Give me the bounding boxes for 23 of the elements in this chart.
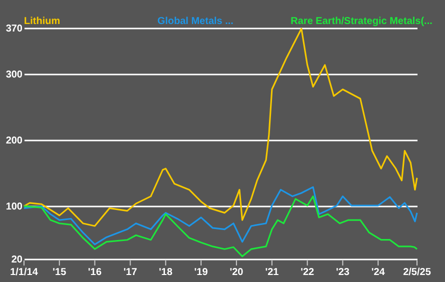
y-tick-label: 100 bbox=[6, 202, 23, 213]
x-tick-label: 2/5/25 bbox=[403, 267, 432, 278]
text: Rare Earth/Strategic Metals(... bbox=[290, 16, 433, 27]
line-series bbox=[23, 186, 418, 246]
x-tick-label: 1/1/14 bbox=[10, 267, 38, 278]
x-tick-label: '24 bbox=[371, 267, 386, 278]
x-tick-label: '18 bbox=[158, 267, 173, 278]
y-tick-label: 300 bbox=[6, 70, 23, 81]
x-tick-label: '20 bbox=[230, 267, 244, 278]
y-tick-label: 200 bbox=[6, 136, 23, 147]
line-series bbox=[23, 28, 418, 227]
x-tick-label: '21 bbox=[265, 267, 280, 278]
x-tick-label: '23 bbox=[336, 267, 350, 278]
y-tick-label: 20 bbox=[11, 254, 23, 266]
x-tick-label: '22 bbox=[300, 267, 315, 278]
x-tick-label: '19 bbox=[194, 267, 208, 278]
text: Global Metals ... bbox=[157, 16, 234, 27]
line-series bbox=[23, 196, 418, 258]
x-tick-label: '17 bbox=[124, 267, 138, 278]
text: Lithium bbox=[24, 16, 60, 27]
x-tick-label: '16 bbox=[88, 267, 102, 278]
x-tick-label: '15 bbox=[52, 267, 67, 278]
y-tick-label: 370 bbox=[6, 24, 23, 34]
